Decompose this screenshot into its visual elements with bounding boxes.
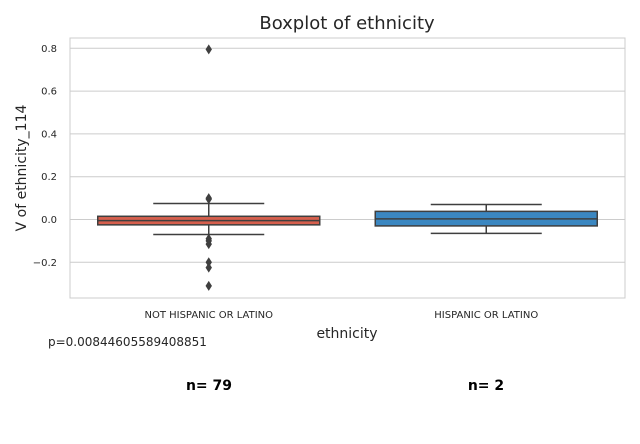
x-tick-label: HISPANIC OR LATINO [434, 310, 538, 321]
y-tick-label: 0.6 [41, 87, 57, 98]
y-axis-label: V of ethnicity_114 [14, 105, 30, 232]
y-tick-label: −0.2 [33, 258, 57, 269]
plot-frame [69, 37, 626, 299]
outlier-point [205, 194, 212, 205]
y-tick-label: 0.2 [41, 172, 57, 183]
p-value-text: p=0.00844605589408851 [48, 335, 207, 349]
y-tick-label: 0.8 [41, 44, 57, 55]
outlier-point [205, 280, 212, 291]
outlier-point [205, 262, 212, 273]
count-label-not-hispanic: n= 79 [185, 378, 233, 394]
outlier-point [205, 44, 212, 55]
outlier-point [205, 239, 212, 250]
y-tick-label: 0.0 [41, 215, 57, 226]
x-axis-label: ethnicity [316, 326, 377, 342]
x-tick-label: NOT HISPANIC OR LATINO [144, 310, 273, 321]
y-tick-label: 0.4 [41, 129, 57, 140]
tick-layer: 0.8 0.6 0.4 0.2 0.0 −0.2 NOT HISPANIC OR LATIN… [33, 44, 539, 321]
count-label-hispanic: n= 2 [467, 378, 505, 394]
chart-title: Boxplot of ethnicity [259, 13, 435, 34]
grid-layer [70, 47, 625, 263]
outlier-point [205, 257, 212, 268]
box-layer [97, 44, 598, 291]
